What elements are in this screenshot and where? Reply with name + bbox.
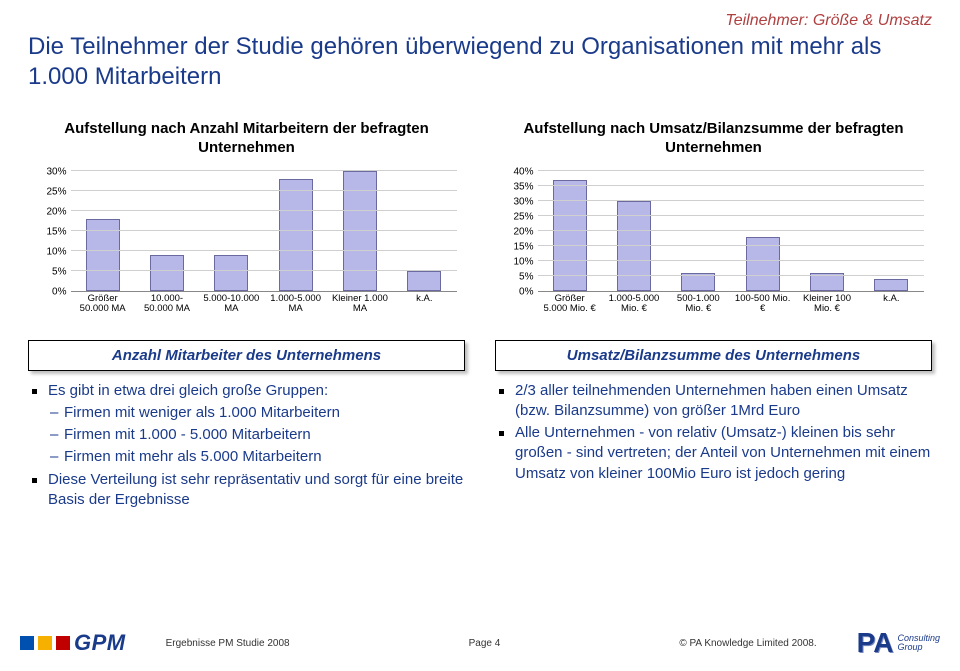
summary-box-employees: Anzahl Mitarbeiter des Unternehmens Es g… bbox=[28, 340, 465, 513]
y-tick-label: 10% bbox=[46, 246, 66, 257]
list-item: Firmen mit mehr als 5.000 Mitarbeitern bbox=[50, 447, 465, 467]
footer-source: Ergebnisse PM Studie 2008 bbox=[166, 638, 290, 649]
footer-page: Page 4 bbox=[469, 638, 501, 649]
page-title: Die Teilnehmer der Studie gehören überwi… bbox=[28, 32, 932, 92]
chart-title: Aufstellung nach Anzahl Mitarbeitern der… bbox=[28, 120, 465, 158]
y-tick-label: 0% bbox=[519, 286, 533, 297]
list-item: Alle Unternehmen - von relativ (Umsatz-)… bbox=[499, 423, 932, 484]
footer: GPM Ergebnisse PM Studie 2008 Page 4 © P… bbox=[0, 621, 960, 665]
summary-box-revenue: Umsatz/Bilanzsumme des Unternehmens 2/3 … bbox=[495, 340, 932, 513]
y-tick-label: 5% bbox=[52, 266, 66, 277]
chart-plot bbox=[71, 172, 457, 292]
y-axis: 0%5%10%15%20%25%30% bbox=[37, 172, 71, 292]
y-tick-label: 0% bbox=[52, 286, 66, 297]
y-tick-label: 15% bbox=[513, 241, 533, 252]
box-title: Umsatz/Bilanzsumme des Unternehmens bbox=[506, 347, 921, 364]
x-tick-label: 5.000-10.000 MA bbox=[203, 294, 259, 315]
chart-employees: Aufstellung nach Anzahl Mitarbeitern der… bbox=[28, 120, 465, 322]
y-tick-label: 25% bbox=[46, 186, 66, 197]
logo-square-icon bbox=[20, 636, 34, 650]
x-tick-label: 500-1.000 Mio. € bbox=[670, 294, 726, 315]
bar bbox=[874, 279, 908, 291]
bullet-list: Es gibt in etwa drei gleich große Gruppe… bbox=[28, 381, 465, 511]
x-tick-label: Größer 5.000 Mio. € bbox=[542, 294, 598, 315]
box-title-frame: Anzahl Mitarbeiter des Unternehmens bbox=[28, 340, 465, 371]
list-item: Es gibt in etwa drei gleich große Gruppe… bbox=[32, 381, 465, 401]
list-item: Firmen mit 1.000 - 5.000 Mitarbeitern bbox=[50, 425, 465, 445]
x-tick-label: k.A. bbox=[863, 294, 919, 315]
pa-logo-sub: Group bbox=[897, 642, 922, 652]
y-axis: 0%5%10%15%20%25%30%35%40% bbox=[504, 172, 538, 292]
x-tick-label: 100-500 Mio. € bbox=[735, 294, 791, 315]
context-label: Teilnehmer: Größe & Umsatz bbox=[28, 12, 932, 30]
bar bbox=[407, 271, 441, 291]
gpm-logo: GPM bbox=[20, 630, 126, 656]
logo-square-icon bbox=[38, 636, 52, 650]
bar bbox=[150, 255, 184, 291]
logo-square-icon bbox=[56, 636, 70, 650]
bar bbox=[279, 179, 313, 291]
y-tick-label: 10% bbox=[513, 256, 533, 267]
x-axis-labels: Größer 5.000 Mio. € 1.000-5.000 Mio. € 500… bbox=[538, 294, 924, 315]
list-item: Diese Verteilung ist sehr repräsentativ … bbox=[32, 470, 465, 511]
bullet-list: 2/3 aller teilnehmenden Unternehmen habe… bbox=[495, 381, 932, 484]
x-tick-label: 10.000-50.000 MA bbox=[139, 294, 195, 315]
y-tick-label: 5% bbox=[519, 271, 533, 282]
chart-plot bbox=[538, 172, 924, 292]
x-tick-label: 1.000-5.000 MA bbox=[268, 294, 324, 315]
chart-revenue: Aufstellung nach Umsatz/Bilanzsumme der … bbox=[495, 120, 932, 322]
y-tick-label: 20% bbox=[513, 226, 533, 237]
x-tick-label: k.A. bbox=[396, 294, 452, 315]
y-tick-label: 20% bbox=[46, 206, 66, 217]
y-tick-label: 40% bbox=[513, 166, 533, 177]
x-tick-label: Kleiner 100 Mio. € bbox=[799, 294, 855, 315]
gpm-text: GPM bbox=[74, 630, 126, 656]
x-tick-label: Größer 50.000 MA bbox=[75, 294, 131, 315]
box-title-frame: Umsatz/Bilanzsumme des Unternehmens bbox=[495, 340, 932, 371]
y-tick-label: 35% bbox=[513, 181, 533, 192]
bar bbox=[343, 171, 377, 291]
y-tick-label: 30% bbox=[46, 166, 66, 177]
box-title: Anzahl Mitarbeiter des Unternehmens bbox=[39, 347, 454, 364]
x-tick-label: Kleiner 1.000 MA bbox=[332, 294, 388, 315]
x-axis-labels: Größer 50.000 MA 10.000-50.000 MA 5.000-10… bbox=[71, 294, 457, 315]
list-item: Firmen mit weniger als 1.000 Mitarbeiter… bbox=[50, 403, 465, 423]
bar bbox=[214, 255, 248, 291]
footer-copyright: © PA Knowledge Limited 2008. bbox=[679, 638, 816, 649]
pa-logo: PA Consulting Group bbox=[857, 627, 940, 659]
list-item: 2/3 aller teilnehmenden Unternehmen habe… bbox=[499, 381, 932, 422]
chart-title: Aufstellung nach Umsatz/Bilanzsumme der … bbox=[495, 120, 932, 158]
x-tick-label: 1.000-5.000 Mio. € bbox=[606, 294, 662, 315]
y-tick-label: 25% bbox=[513, 211, 533, 222]
pa-logo-text: PA bbox=[857, 627, 894, 659]
y-tick-label: 30% bbox=[513, 196, 533, 207]
y-tick-label: 15% bbox=[46, 226, 66, 237]
